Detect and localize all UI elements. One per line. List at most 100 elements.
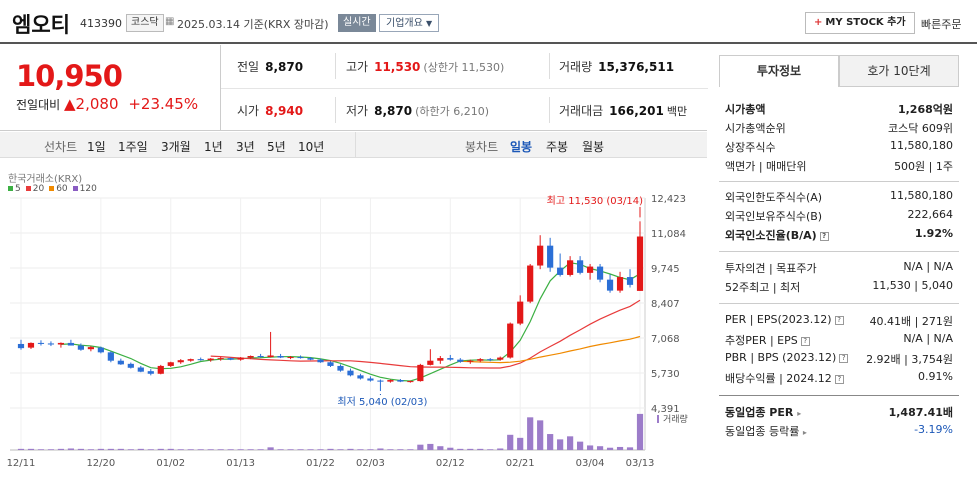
ma5-line — [60, 262, 641, 382]
help-icon[interactable]: ? — [839, 354, 849, 363]
period-3y[interactable]: 3년 — [236, 140, 255, 154]
quick-order-link[interactable]: 빠른주문 — [921, 18, 962, 31]
candle-body — [67, 342, 75, 346]
candle-body — [197, 359, 204, 361]
period-10y[interactable]: 10년 — [298, 140, 325, 154]
ma-legend-item: 120 — [72, 184, 97, 194]
volume-bar — [287, 449, 294, 450]
help-icon[interactable]: ? — [834, 316, 844, 325]
candle-body — [577, 260, 584, 273]
volume-bar — [636, 413, 644, 450]
candle-body — [636, 236, 644, 291]
volume-bar — [107, 448, 114, 450]
candle-body — [57, 342, 65, 345]
volume-bar — [257, 449, 264, 450]
period-1y[interactable]: 1년 — [204, 140, 223, 154]
volume-bar — [427, 443, 434, 450]
volume-bar — [27, 448, 35, 450]
volume-bar — [317, 449, 324, 450]
x-tick-label: 01/13 — [226, 458, 255, 469]
y-tick-label: 9,745 — [651, 264, 680, 275]
candle-body — [606, 279, 614, 291]
help-icon[interactable]: ? — [800, 337, 810, 346]
candle-body — [507, 323, 514, 358]
candle-body — [17, 343, 25, 349]
candle-body — [377, 380, 384, 382]
period-monthly[interactable]: 월봉 — [582, 140, 605, 154]
tab-hoga-10[interactable]: 호가 10단계 — [839, 55, 959, 87]
chevron-right-icon[interactable]: ▸ — [802, 428, 807, 437]
realtime-badge[interactable]: 실시간 — [338, 14, 376, 32]
stock-name: 엠오티 — [12, 13, 70, 37]
volume-bar — [337, 449, 344, 450]
caret-down-icon: ▼ — [426, 19, 433, 28]
corp-overview-label: 기업개요 — [386, 18, 423, 29]
valuation-section: PER | EPS(2023.12)? 40.41배 | 271원 추정PER |… — [725, 313, 953, 385]
change-label: 전일대비 — [16, 98, 61, 112]
candle-chart-label: 봉차트 — [465, 140, 499, 154]
market-badge: 코스닥 — [126, 14, 164, 32]
period-daily[interactable]: 일봉 — [510, 140, 533, 154]
period-1w[interactable]: 1주일 — [118, 140, 148, 154]
volume-bar — [397, 449, 404, 450]
candle-body — [157, 365, 164, 374]
period-5y[interactable]: 5년 — [267, 140, 286, 154]
volume-bar — [467, 448, 474, 450]
period-3m[interactable]: 3개월 — [161, 140, 191, 154]
volume-bar — [87, 449, 94, 450]
volume-bar — [77, 448, 84, 450]
volume-bar — [626, 447, 634, 450]
my-stock-add-button[interactable]: + MY STOCK 추가 — [805, 12, 915, 34]
candle-body — [277, 355, 284, 358]
help-icon[interactable]: ? — [819, 232, 829, 241]
candle-body — [467, 360, 474, 362]
volume: 거래량 15,376,511 — [559, 60, 675, 74]
x-tick-label: 01/02 — [156, 458, 185, 469]
ma20-line — [210, 299, 641, 369]
volume-bar — [147, 449, 154, 450]
volume-bar — [267, 447, 274, 450]
x-tick-label: 12/20 — [86, 458, 115, 469]
candle-body — [287, 357, 294, 359]
candle-body — [487, 359, 494, 361]
candle-body — [217, 358, 224, 360]
candle-body — [586, 266, 594, 273]
volume-bar — [37, 449, 45, 450]
candle-body — [247, 355, 254, 358]
price-chart: 한국거래소(KRX) 5 20 60 120 12,423 11,084 9,745 8,4… — [0, 158, 707, 490]
candle-body — [407, 381, 414, 383]
candle-body — [387, 380, 394, 382]
stock-code: 413390 — [80, 17, 122, 30]
volume-bar — [417, 444, 424, 450]
volume-bar — [517, 437, 524, 450]
y-tick-label: 8,407 — [651, 299, 680, 310]
candle-body — [547, 245, 554, 268]
candle-body — [317, 359, 324, 363]
candle-body — [87, 347, 94, 350]
plus-icon: + — [814, 17, 823, 28]
period-weekly[interactable]: 주봉 — [546, 140, 569, 154]
sector-section: 동일업종 PER ▸ 1,487.41배 동일업종 등락률 ▸ -3.19% — [725, 406, 953, 438]
candle-body — [337, 365, 344, 371]
volume-bar — [227, 449, 234, 450]
price-summary: 10,950 전일대비 ▲2,080 +23.45% 전일 8,870 고가 11,… — [0, 45, 708, 131]
volume-bar — [187, 449, 194, 450]
ma-legend-item: 5 — [8, 184, 21, 194]
invest-info-panel: 투자정보 호가 10단계 시가총액 1,268억원 시가총액순위 코스닥 609위 … — [717, 45, 977, 490]
x-tick-label: 12/11 — [7, 458, 36, 469]
candle-body — [347, 370, 354, 376]
volume-bar — [347, 448, 354, 450]
volume-bar — [67, 448, 75, 450]
ma-legend-item: 60 — [49, 184, 68, 194]
help-icon[interactable]: ? — [834, 375, 844, 384]
y-tick-label: 12,423 — [651, 194, 686, 205]
period-1d[interactable]: 1일 — [87, 140, 106, 154]
open-price: 시가 8,940 — [237, 104, 304, 118]
candle-body — [457, 359, 464, 362]
corp-overview-dropdown[interactable]: 기업개요 ▼ — [379, 14, 440, 32]
tab-invest-info[interactable]: 투자정보 — [719, 55, 839, 87]
chevron-right-icon[interactable]: ▸ — [797, 409, 802, 418]
candle-body — [497, 357, 504, 360]
volume-bar — [297, 449, 304, 450]
candle-body — [167, 362, 174, 366]
